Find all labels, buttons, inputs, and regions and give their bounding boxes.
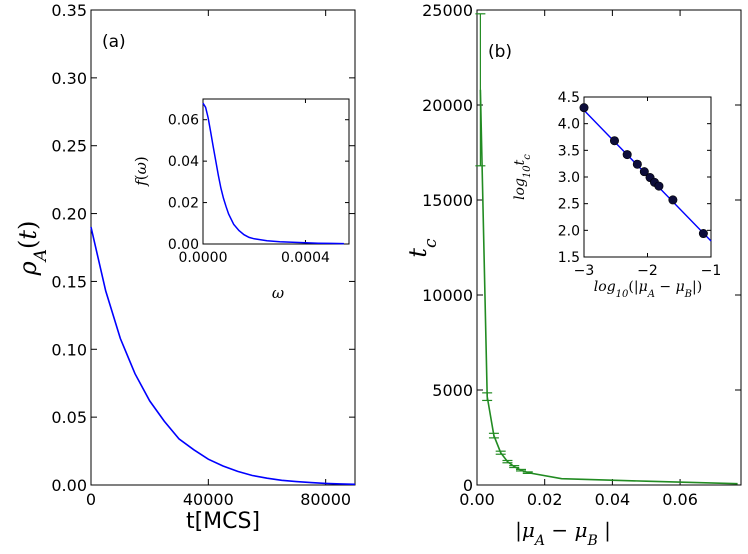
a-ylabel-part: )	[14, 221, 42, 230]
a-ytick-label: 0.05	[51, 408, 87, 427]
a-inset-ylabel-part: ω	[132, 162, 150, 174]
a-inset-ytick-label: 0.02	[168, 196, 199, 212]
b-ytick-label: 10000	[422, 286, 473, 305]
a-inset-ylabel-part: f	[132, 178, 150, 187]
b-inset-xlabel-part: |)	[692, 279, 702, 295]
b-xtick-label: 0.04	[595, 490, 631, 509]
b-xlabel-part: μ	[574, 518, 587, 542]
b-inset-xlabel-part: (|	[628, 279, 638, 295]
panel-a: 0 40000 80000 0.00 0.05 0.10 0.15 0.20 0.25 0.30 0…	[14, 1, 356, 534]
b-inset-ylabel-part: c	[522, 154, 533, 160]
a-inset-ytick-label: 0.06	[168, 113, 199, 129]
b-xlabel-part: μ	[522, 518, 535, 542]
b-xtick-label: 0.00	[459, 490, 495, 509]
b-inset-point	[668, 195, 678, 205]
b-inset-xtick-label: −1	[701, 263, 722, 279]
b-inset-point	[639, 167, 649, 177]
a-ylabel-part: (	[14, 240, 42, 249]
b-ylabel-part: c	[421, 238, 441, 248]
b-inset-ylabel-part: 10	[522, 165, 533, 178]
b-ytick-label: 0	[463, 476, 473, 495]
a-ylabel-part: t	[14, 230, 42, 240]
panel-b: 0.00 0.02 0.04 0.06 0 5000 10000 15000 20000 2500…	[404, 1, 742, 549]
a-series-line	[90, 226, 356, 486]
a-ylabel-part: A	[31, 249, 51, 263]
a-inset-xtick-label: 0.0004	[281, 250, 330, 266]
b-xlabel-part: |	[598, 518, 611, 543]
b-xlabel-part: |	[515, 518, 522, 543]
b-inset-xlabel-part: μ	[639, 279, 648, 295]
b-inset-ytick-label: 2.5	[558, 197, 580, 213]
a-ytick-label: 0.00	[51, 476, 87, 495]
b-inset-ytick-label: 3.5	[558, 143, 580, 159]
a-inset-series-line	[202, 102, 344, 245]
b-ytick-label: 15000	[422, 191, 473, 210]
a-inset-ylabel: f(ω)	[132, 156, 150, 187]
a-inset-xtick-label: 0.0000	[179, 250, 228, 266]
a-ytick-label: 0.15	[51, 272, 87, 291]
b-inset-point	[609, 136, 619, 146]
a-inset-ytick-label: 0.04	[168, 154, 199, 170]
a-inset-ylabel-part: (	[132, 174, 150, 180]
a-xtick-label: 0	[86, 490, 96, 509]
b-inset-ytick-label: 2.0	[558, 223, 580, 239]
b-frame	[476, 9, 742, 486]
a-ylabel-part: ρ	[14, 261, 42, 276]
b-inset-ytick-label: 1.5	[558, 250, 580, 266]
b-xtick-label: 0.02	[527, 490, 563, 509]
b-inset-xtick-label: −3	[574, 263, 595, 279]
a-panel-label: (a)	[102, 32, 126, 52]
b-xlabel-part: −	[545, 518, 574, 542]
b-ytick-label: 5000	[432, 381, 473, 400]
b-xlabel-part: A	[533, 533, 545, 549]
b-inset-ytick-label: 4.5	[558, 90, 580, 106]
b-inset-point	[579, 103, 589, 113]
a-ytick-label: 0.25	[51, 137, 87, 156]
a-inset-frame	[202, 98, 350, 245]
a-xtick-label: 80000	[300, 490, 351, 509]
b-inset-xlabel-part: log	[594, 279, 616, 295]
a-ytick-label: 0.20	[51, 205, 87, 224]
b-inset-xlabel-part: A	[647, 289, 655, 300]
b-inset-xlabel-part: B	[684, 289, 692, 300]
b-inset-xlabel: log10(|μA − μB|)	[594, 279, 702, 300]
b-inset-point	[632, 159, 642, 169]
b-xlabel-part: B	[586, 533, 597, 549]
a-ylabel: ρA(t)	[14, 221, 51, 277]
b-inset-xlabel-part: 10	[616, 289, 629, 300]
b-xlabel: |μA − μB |	[515, 518, 611, 549]
b-inset-point	[698, 229, 708, 239]
b-inset-point	[654, 181, 664, 191]
b-inset-ylabel-part: t	[512, 159, 528, 165]
b-inset-ylabel: log10tc	[512, 154, 533, 200]
a-ytick-label: 0.10	[51, 340, 87, 359]
b-xtick-label: 0.06	[662, 490, 698, 509]
b-inset-point	[622, 150, 632, 160]
a-frame	[90, 9, 356, 486]
b-inset-ylabel-part: log	[512, 178, 528, 200]
a-xlabel: t[MCS]	[186, 509, 260, 534]
a-inset-bg	[203, 99, 349, 244]
b-inset-ytick-label: 4.0	[558, 117, 580, 133]
a-inset-ytick-label: 0.00	[168, 237, 199, 253]
b-panel-label: (b)	[488, 42, 512, 62]
a-inset-xlabel: ω	[272, 284, 284, 302]
b-inset-ytick-label: 3.0	[558, 170, 580, 186]
b-inset-xlabel-part: −	[655, 279, 676, 295]
b-inset-xlabel-part: μ	[676, 279, 685, 295]
a-inset-ylabel-part: )	[132, 156, 150, 162]
a-ytick-label: 0.35	[51, 1, 87, 20]
a-ytick-label: 0.30	[51, 69, 87, 88]
a-inset-xlabel-part: ω	[272, 284, 284, 302]
b-ytick-label: 20000	[422, 96, 473, 115]
b-ylabel: tc	[404, 238, 441, 258]
a-xtick-label: 40000	[183, 490, 234, 509]
b-inset-xtick-label: −2	[637, 263, 658, 279]
b-ylabel-part: t	[404, 248, 432, 258]
b-ytick-label: 25000	[422, 1, 473, 20]
